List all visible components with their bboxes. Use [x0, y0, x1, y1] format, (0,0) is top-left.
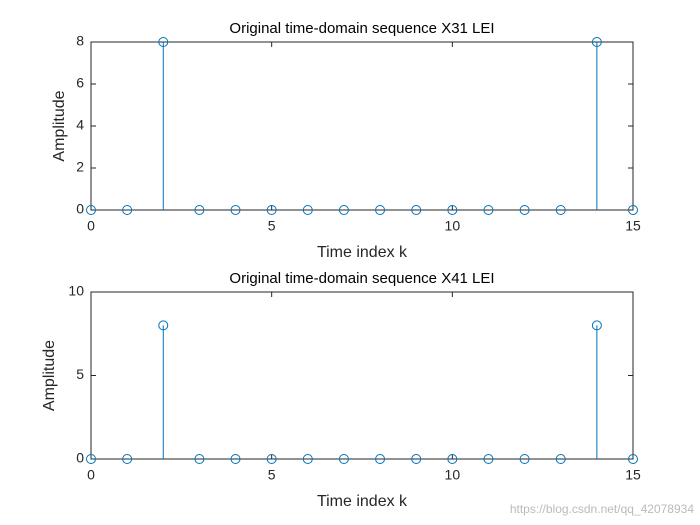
stem-marker: [483, 205, 494, 215]
y-axis-label: Amplitude: [51, 90, 68, 161]
stem-marker: [628, 205, 638, 215]
stem-marker: [158, 37, 169, 47]
stem-marker: [375, 205, 386, 215]
stem-marker: [122, 454, 133, 464]
y-tick-label: 8: [76, 33, 84, 49]
y-tick-label: 0: [76, 450, 84, 466]
stem-marker: [555, 205, 566, 215]
stem-marker: [122, 205, 133, 215]
x-tick-label: 0: [87, 467, 95, 483]
stem-marker: [194, 205, 205, 215]
stem-marker: [447, 205, 458, 215]
stem-marker: [375, 454, 386, 464]
x-tick-label: 0: [87, 218, 95, 234]
stem-marker: [591, 37, 602, 47]
x-tick-label: 15: [625, 218, 641, 234]
chart-title: Original time-domain sequence X31 LEI: [229, 20, 494, 37]
y-tick-label: 6: [76, 75, 84, 91]
chart-title: Original time-domain sequence X41 LEI: [229, 270, 494, 287]
stem-marker: [411, 454, 422, 464]
x-tick-label: 10: [445, 467, 461, 483]
stem-marker: [555, 454, 566, 464]
y-tick-label: 4: [76, 117, 84, 133]
stem-marker: [230, 454, 241, 464]
stem-marker: [266, 454, 277, 464]
x-tick-label: 5: [268, 467, 276, 483]
stem-marker: [230, 205, 241, 215]
x-tick-label: 5: [268, 218, 276, 234]
y-tick-label: 5: [76, 366, 84, 382]
x-axis-label: Time index k: [317, 493, 408, 510]
axes-box: [90, 41, 634, 211]
stem-marker: [591, 320, 602, 331]
y-tick-label: 2: [76, 159, 84, 175]
stem-marker: [519, 454, 530, 464]
stem-marker: [483, 454, 494, 464]
y-axis-label: Amplitude: [41, 340, 58, 411]
stem-marker: [194, 454, 205, 464]
stem-marker: [411, 205, 422, 215]
stem-marker: [338, 205, 349, 215]
stem-marker: [266, 205, 277, 215]
x-tick-label: 15: [625, 467, 641, 483]
watermark: https://blog.csdn.net/qq_42078934: [510, 502, 694, 516]
x-tick-label: 10: [445, 218, 461, 234]
x-axis-label: Time index k: [317, 244, 408, 261]
stem-marker: [86, 205, 96, 215]
y-tick-label: 10: [68, 283, 84, 299]
stem-marker: [302, 205, 313, 215]
stem-marker: [158, 320, 169, 331]
stem-marker: [447, 454, 458, 464]
stem-marker: [519, 205, 530, 215]
stem-marker: [86, 454, 96, 464]
axes-box: [90, 291, 634, 460]
stem-marker: [302, 454, 313, 464]
y-tick-label: 0: [76, 201, 84, 217]
stem-marker: [628, 454, 638, 464]
stem-marker: [338, 454, 349, 464]
